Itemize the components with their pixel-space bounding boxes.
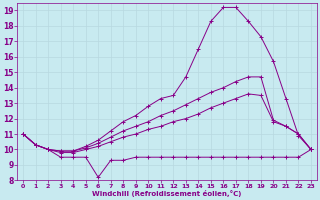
X-axis label: Windchill (Refroidissement éolien,°C): Windchill (Refroidissement éolien,°C) — [92, 190, 242, 197]
